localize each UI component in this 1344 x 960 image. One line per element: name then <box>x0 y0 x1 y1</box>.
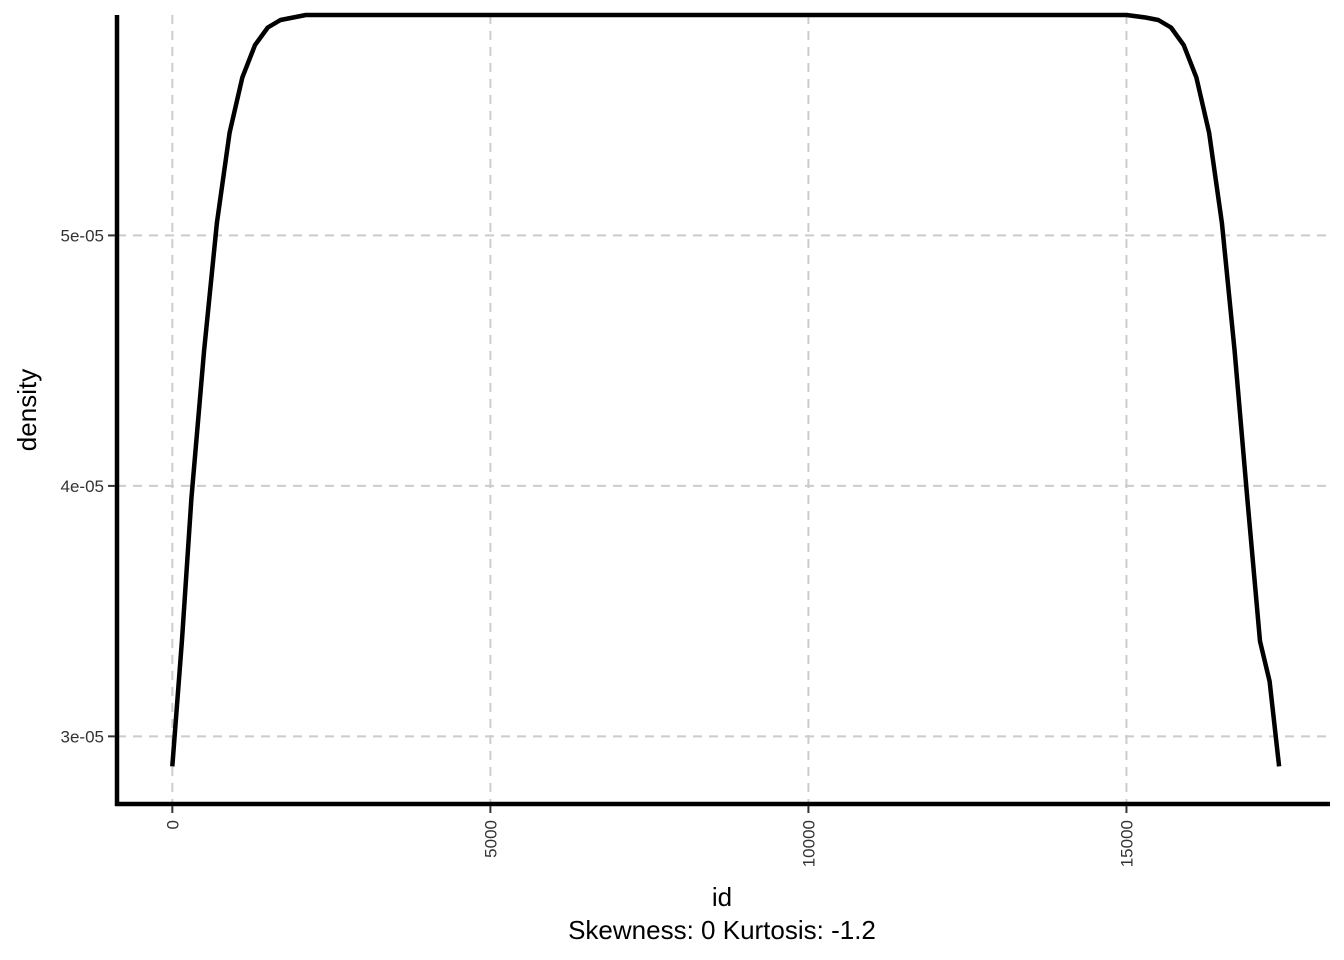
series-layer <box>170 12 1282 767</box>
y-tick-label: 5e-05 <box>61 226 104 245</box>
y-axis-title: density <box>12 369 42 451</box>
y-tick-label: 3e-05 <box>61 727 104 746</box>
x-axis-title: id <box>712 882 732 912</box>
x-tick-label: 5000 <box>481 820 500 858</box>
x-tick-label: 15000 <box>1117 820 1136 867</box>
caption: Skewness: 0 Kurtosis: -1.2 <box>568 915 876 945</box>
x-tick-label: 0 <box>163 820 182 829</box>
density-curve <box>170 12 1282 767</box>
x-tick-label: 10000 <box>799 820 818 867</box>
y-tick-label: 4e-05 <box>61 477 104 496</box>
axis-ticks: 0 5000 10000 15000 3e-05 4e-05 5e-05 <box>61 226 1137 867</box>
grid-lines <box>117 15 1330 804</box>
axes <box>114 15 1330 807</box>
